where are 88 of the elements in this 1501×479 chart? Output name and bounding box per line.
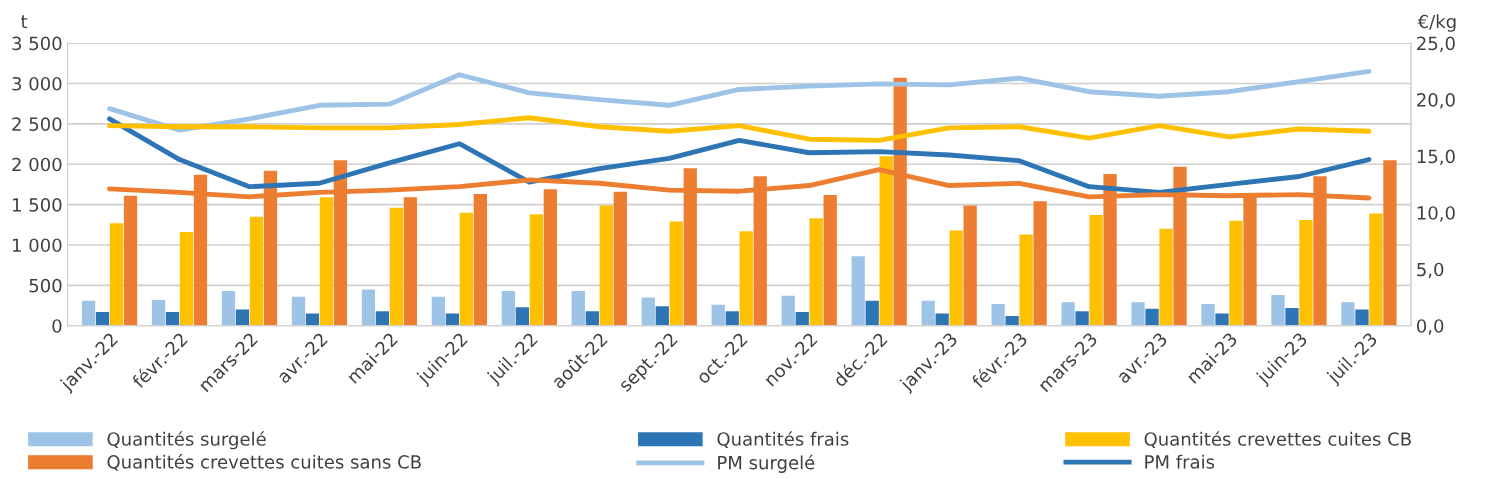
bar (1271, 295, 1285, 326)
bar (795, 311, 809, 326)
line-series (107, 116, 1372, 195)
y-tick-label: 0 (52, 319, 62, 333)
bar (179, 232, 194, 326)
bar (655, 306, 669, 326)
bar (1355, 309, 1369, 326)
bar (459, 212, 474, 326)
line-series (107, 68, 1372, 133)
bar (991, 303, 1005, 326)
legend-label: Quantités frais (717, 431, 849, 448)
bar (1131, 302, 1145, 326)
y2-tick-label: 20,0 (1417, 93, 1455, 109)
bar (879, 156, 893, 326)
y-axis-title: t (21, 15, 28, 29)
bar (739, 231, 753, 326)
bar (319, 197, 334, 326)
bar (1005, 316, 1019, 326)
bar (963, 205, 977, 326)
bar (543, 189, 557, 326)
bar (1061, 302, 1075, 326)
bar (851, 256, 865, 326)
bar (711, 304, 725, 326)
bar (599, 205, 613, 326)
bar (1285, 307, 1299, 326)
bar (109, 223, 124, 326)
bar (473, 194, 488, 326)
bar (641, 297, 655, 326)
y2-tick-label: 25,0 (1417, 36, 1455, 53)
legend-label: PM surgelé (718, 454, 815, 473)
bar (1229, 220, 1243, 326)
line-series (107, 115, 1372, 143)
y-tick-label: 3 500 (12, 36, 62, 51)
bar (249, 216, 264, 326)
bar (389, 207, 404, 326)
bar (1299, 219, 1313, 326)
legend-label: Quantités surgelé (107, 431, 266, 450)
y2-axis-title: €/kg (1417, 14, 1456, 32)
bar (151, 299, 166, 326)
bar (81, 300, 96, 326)
bar (1089, 215, 1103, 326)
y2-tick-label: 0,0 (1416, 319, 1444, 335)
bar (501, 291, 515, 326)
y-tick-label: 1 000 (12, 238, 62, 253)
bar (865, 300, 879, 326)
bar (571, 291, 585, 326)
y-tick-label: 2 000 (12, 157, 62, 172)
bar (949, 230, 963, 326)
bar (613, 191, 627, 326)
bar (235, 309, 250, 326)
bar (1033, 201, 1047, 326)
bar (823, 194, 837, 326)
bar (375, 311, 390, 326)
bar (1215, 313, 1229, 326)
y2-tick-label: 10,0 (1417, 206, 1455, 222)
bar (809, 218, 823, 326)
bar (585, 311, 599, 326)
bar (921, 300, 935, 326)
y2-tick-label: 5,0 (1417, 262, 1444, 279)
bar (669, 221, 683, 326)
bar (361, 289, 376, 326)
bar (95, 311, 110, 326)
bar (1075, 311, 1089, 326)
bar (1201, 303, 1215, 326)
bar (515, 307, 529, 326)
legend-label: PM frais (1145, 454, 1215, 469)
bar (221, 291, 236, 326)
y-tick-label: 2 500 (12, 117, 62, 131)
y2-tick-label: 15,0 (1417, 149, 1455, 166)
bar (1369, 213, 1383, 326)
legend-label: Quantités crevettes cuites CB (1144, 431, 1411, 448)
bar (403, 197, 418, 326)
legend-label: Quantités crevettes cuites sans CB (107, 454, 421, 471)
bar (529, 214, 543, 326)
y-tick-label: 1 500 (12, 198, 62, 212)
bar (1159, 228, 1173, 326)
bar (1341, 302, 1355, 326)
bar (781, 295, 795, 326)
bar (431, 296, 446, 326)
bar (123, 195, 138, 326)
bar (165, 311, 180, 326)
bar (1145, 308, 1159, 326)
bar (1383, 160, 1397, 326)
bar (1019, 234, 1033, 326)
y-tick-label: 3 000 (12, 76, 62, 91)
y-tick-label: 500 (29, 278, 62, 293)
bar (291, 296, 306, 326)
bar (725, 311, 739, 326)
